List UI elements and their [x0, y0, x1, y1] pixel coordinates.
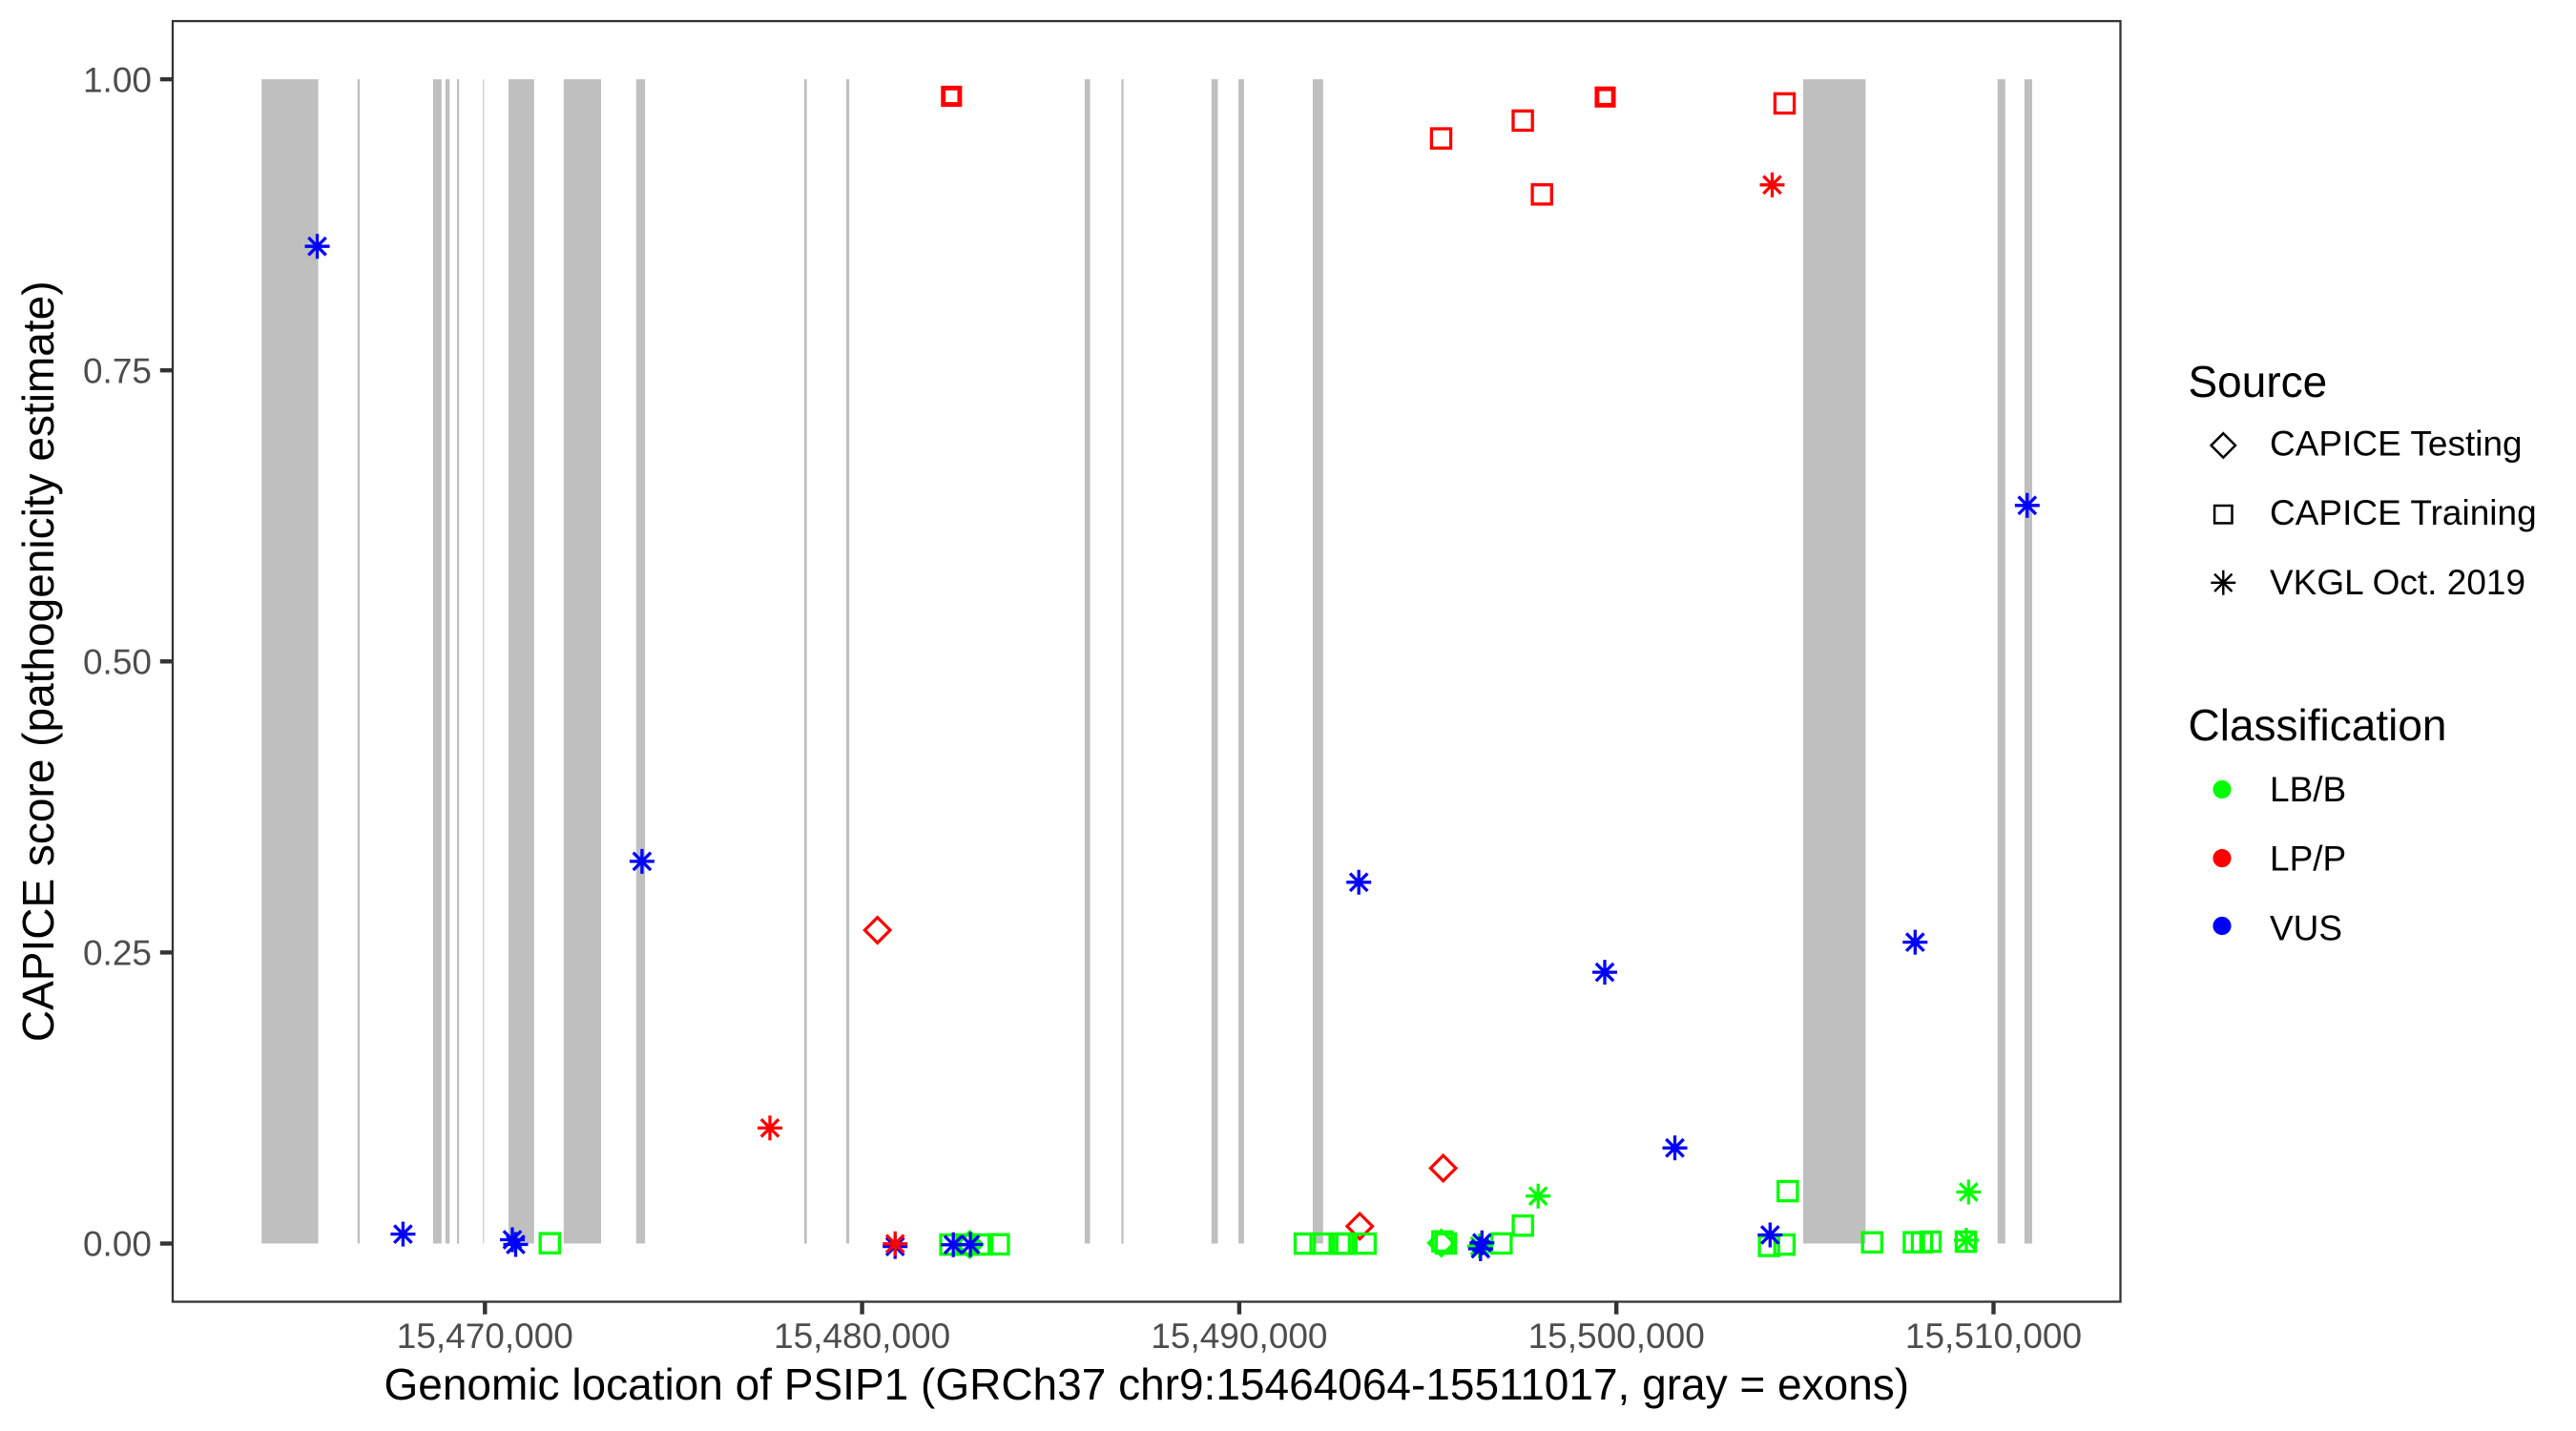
svg-text:1.00: 1.00	[83, 60, 152, 99]
svg-text:CAPICE score (pathogenicity es: CAPICE score (pathogenicity estimate)	[13, 280, 63, 1042]
svg-text:0.75: 0.75	[83, 351, 152, 390]
svg-text:VUS: VUS	[2270, 908, 2342, 947]
svg-text:Classification: Classification	[2189, 700, 2447, 750]
svg-text:Genomic location of PSIP1 (GRC: Genomic location of PSIP1 (GRCh37 chr9:1…	[384, 1359, 1909, 1409]
svg-text:15,470,000: 15,470,000	[397, 1317, 573, 1356]
svg-text:Source: Source	[2189, 357, 2328, 406]
svg-text:VKGL Oct. 2019: VKGL Oct. 2019	[2270, 563, 2525, 602]
svg-text:LB/B: LB/B	[2270, 770, 2346, 809]
svg-text:0.00: 0.00	[83, 1225, 152, 1264]
svg-text:0.50: 0.50	[83, 643, 152, 682]
svg-text:15,510,000: 15,510,000	[1905, 1317, 2082, 1356]
svg-text:15,480,000: 15,480,000	[774, 1317, 950, 1356]
svg-text:LP/P: LP/P	[2270, 840, 2346, 879]
svg-text:15,490,000: 15,490,000	[1151, 1317, 1327, 1356]
svg-text:CAPICE Testing: CAPICE Testing	[2270, 425, 2523, 464]
svg-text:15,500,000: 15,500,000	[1528, 1317, 1705, 1356]
svg-text:0.25: 0.25	[83, 934, 152, 973]
svg-text:CAPICE Training: CAPICE Training	[2270, 493, 2537, 532]
